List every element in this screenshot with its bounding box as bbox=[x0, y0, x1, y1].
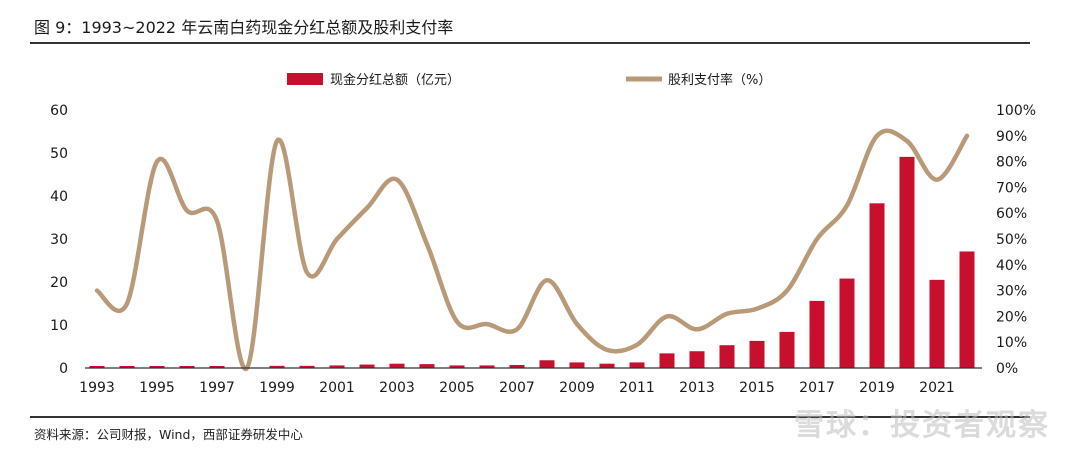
bar-2010 bbox=[599, 363, 615, 368]
legend-bar-swatch bbox=[287, 73, 323, 85]
right-tick-label: 100% bbox=[996, 103, 1036, 119]
left-tick-label: 20 bbox=[50, 275, 68, 291]
right-tick-label: 20% bbox=[996, 309, 1027, 325]
bar-2007 bbox=[509, 364, 525, 368]
bar-2006 bbox=[479, 365, 495, 368]
x-tick-label: 2001 bbox=[319, 380, 355, 396]
bar-2012 bbox=[659, 353, 675, 368]
bar-2002 bbox=[359, 364, 375, 368]
source-divider bbox=[30, 416, 1030, 418]
right-tick-label: 0% bbox=[996, 361, 1018, 377]
x-axis-ticks: 1993 1995 1997 1999 2001 2003 2005 2007 2009 2011… bbox=[79, 380, 955, 396]
left-tick-label: 50 bbox=[50, 146, 68, 162]
x-tick-label: 2011 bbox=[619, 380, 655, 396]
bar-2014 bbox=[719, 345, 735, 368]
left-tick-label: 0 bbox=[59, 361, 68, 377]
bar-1993 bbox=[89, 366, 105, 368]
bar-series bbox=[89, 156, 975, 368]
bar-2016 bbox=[779, 331, 795, 368]
x-tick-label: 2007 bbox=[499, 380, 535, 396]
right-axis-ticks: 0% 10% 20% 30% 40% 50% 60% 70% 80% 90% 100% bbox=[996, 103, 1036, 377]
bar-1995 bbox=[149, 366, 165, 368]
right-tick-label: 30% bbox=[996, 284, 1027, 300]
x-tick-label: 1999 bbox=[259, 380, 295, 396]
x-tick-label: 1993 bbox=[79, 380, 115, 396]
watermark: 雪球：投资者观察 bbox=[794, 408, 1050, 443]
bar-2005 bbox=[449, 365, 465, 368]
x-tick-label: 2021 bbox=[919, 380, 955, 396]
x-tick-label: 1995 bbox=[139, 380, 175, 396]
payout-ratio-line bbox=[94, 128, 970, 371]
right-tick-label: 70% bbox=[996, 180, 1027, 196]
x-tick-label: 2005 bbox=[439, 380, 475, 396]
bar-2018 bbox=[839, 278, 855, 368]
bar-2015 bbox=[749, 340, 765, 368]
bar-2008 bbox=[539, 360, 555, 368]
right-tick-label: 40% bbox=[996, 258, 1027, 274]
bar-1996 bbox=[179, 366, 195, 368]
x-tick-label: 1997 bbox=[199, 380, 235, 396]
chart-legend: 现金分红总额（亿元） 股利支付率（%） bbox=[287, 72, 771, 88]
right-tick-label: 80% bbox=[996, 155, 1027, 171]
bar-1999 bbox=[269, 365, 285, 368]
bar-2020 bbox=[899, 156, 915, 368]
left-axis-ticks: 0 10 20 30 40 50 60 bbox=[50, 103, 68, 377]
right-tick-label: 50% bbox=[996, 232, 1027, 248]
legend-line-label: 股利支付率（%） bbox=[668, 72, 771, 88]
x-tick-label: 2019 bbox=[859, 380, 895, 396]
bar-2011 bbox=[629, 362, 645, 368]
bar-2004 bbox=[419, 364, 435, 368]
left-tick-label: 10 bbox=[50, 318, 68, 334]
bar-2017 bbox=[809, 300, 825, 368]
left-tick-label: 40 bbox=[50, 189, 68, 205]
right-tick-label: 90% bbox=[996, 129, 1027, 145]
bar-2019 bbox=[869, 203, 885, 368]
x-tick-label: 2017 bbox=[799, 380, 835, 396]
right-tick-label: 10% bbox=[996, 335, 1027, 351]
x-tick-label: 2003 bbox=[379, 380, 415, 396]
bar-2003 bbox=[389, 363, 405, 368]
bar-2009 bbox=[569, 362, 585, 368]
x-tick-label: 2015 bbox=[739, 380, 775, 396]
bar-1994 bbox=[119, 366, 135, 368]
bar-2000 bbox=[299, 365, 315, 368]
title-divider bbox=[30, 42, 1030, 44]
left-tick-label: 60 bbox=[50, 103, 68, 119]
bar-2022 bbox=[959, 251, 975, 368]
left-tick-label: 30 bbox=[50, 232, 68, 248]
bar-2001 bbox=[329, 365, 345, 368]
bar-2021 bbox=[929, 279, 945, 368]
x-tick-label: 2013 bbox=[679, 380, 715, 396]
right-tick-label: 60% bbox=[996, 206, 1027, 222]
source-note: 资料来源：公司财报，Wind，西部证券研发中心 bbox=[34, 427, 303, 442]
x-tick-label: 2009 bbox=[559, 380, 595, 396]
figure-title: 图 9：1993~2022 年云南白药现金分红总额及股利支付率 bbox=[34, 18, 454, 37]
bar-1997 bbox=[209, 366, 225, 368]
bar-2013 bbox=[689, 351, 705, 368]
legend-bar-label: 现金分红总额（亿元） bbox=[330, 72, 460, 88]
